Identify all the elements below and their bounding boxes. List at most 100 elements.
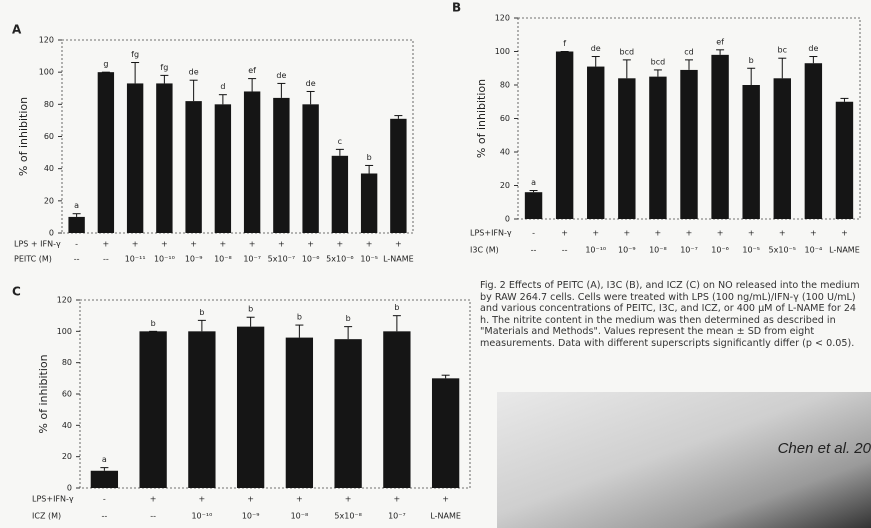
significance-letter: ef xyxy=(716,37,724,46)
significance-letter: d xyxy=(220,82,225,91)
significance-letter: b xyxy=(297,313,302,322)
treatment-label: + xyxy=(366,240,373,249)
x-tick-label: 10⁻⁹ xyxy=(618,246,636,255)
significance-letter: bc xyxy=(778,46,787,55)
significance-letter: b xyxy=(248,305,253,314)
significance-letter: cd xyxy=(684,47,693,56)
x-tick-label: 10⁻¹⁰ xyxy=(585,246,606,255)
x-tick-label: 10⁻⁸ xyxy=(214,255,232,264)
x-tick-label: -- xyxy=(562,246,568,255)
bar xyxy=(127,83,143,233)
x-tick-label: L-NAME xyxy=(383,255,414,264)
bar xyxy=(556,52,573,220)
bar xyxy=(91,471,118,488)
treatment-label: + xyxy=(561,229,568,238)
x-tick-label: 10⁻⁷ xyxy=(388,512,406,521)
treatment-label: + xyxy=(717,229,724,238)
bar xyxy=(774,78,791,219)
y-tick-label: 100 xyxy=(57,327,72,336)
bar xyxy=(188,331,215,488)
treatment-label: + xyxy=(686,229,693,238)
x-tick-label: 10⁻⁹ xyxy=(185,255,203,264)
significance-letter: de xyxy=(591,44,601,53)
treatment-label: + xyxy=(779,229,786,238)
bar xyxy=(587,67,604,219)
bar xyxy=(139,331,166,488)
bar xyxy=(649,77,666,219)
bar xyxy=(836,102,853,219)
treatment-label: + xyxy=(592,229,599,238)
treatment-label: - xyxy=(103,495,106,504)
row-label: PEITC (M) xyxy=(14,255,52,264)
y-tick-label: 20 xyxy=(500,181,510,190)
bar xyxy=(68,217,84,233)
row-label: LPS+IFN-γ xyxy=(470,229,512,238)
bar xyxy=(680,70,697,219)
y-tick-label: 40 xyxy=(44,164,54,173)
plot-frame xyxy=(62,40,413,233)
treatment-label: + xyxy=(394,495,401,504)
x-tick-label: L-NAME xyxy=(829,246,860,255)
significance-letter: c xyxy=(338,137,342,146)
significance-letter: b xyxy=(151,319,156,328)
treatment-label: + xyxy=(442,495,449,504)
x-tick-label: 10⁻⁷ xyxy=(680,246,698,255)
treatment-label: + xyxy=(247,495,254,504)
treatment-label: + xyxy=(161,240,168,249)
treatment-label: + xyxy=(296,495,303,504)
significance-letter: de xyxy=(189,68,199,77)
x-tick-label: -- xyxy=(74,255,80,264)
bar xyxy=(286,338,313,488)
significance-letter: b xyxy=(749,56,754,65)
significance-letter: f xyxy=(563,39,566,48)
x-tick-label: 5x10⁻⁵ xyxy=(769,246,796,255)
treatment-label: + xyxy=(841,229,848,238)
x-tick-label: 10⁻⁸ xyxy=(649,246,667,255)
bar xyxy=(432,378,459,488)
panel-label: A xyxy=(12,23,22,37)
treatment-label: + xyxy=(190,240,197,249)
treatment-label: + xyxy=(132,240,139,249)
y-tick-label: 80 xyxy=(500,81,510,90)
y-tick-label: 20 xyxy=(62,452,72,461)
x-tick-label: -- xyxy=(531,246,537,255)
panel-label: C xyxy=(12,285,21,299)
plot-frame xyxy=(80,300,470,488)
y-tick-label: 60 xyxy=(500,114,510,123)
significance-letter: fg xyxy=(160,63,168,72)
treatment-label: + xyxy=(278,240,285,249)
treatment-label: + xyxy=(810,229,817,238)
significance-letter: g xyxy=(103,60,108,69)
photo-text: Chen et al. 20 xyxy=(778,440,871,457)
treatment-label: + xyxy=(150,495,157,504)
significance-letter: b xyxy=(394,303,399,312)
x-tick-label: -- xyxy=(150,512,156,521)
y-axis-label: % of inhibition xyxy=(17,97,30,176)
row-label: LPS + IFN-γ xyxy=(14,240,61,249)
x-tick-label: 10⁻⁸ xyxy=(291,512,309,521)
photo: Chen et al. 20 xyxy=(497,392,871,528)
bar xyxy=(711,55,728,219)
y-tick-label: 40 xyxy=(62,421,72,430)
x-tick-label: L-NAME xyxy=(430,512,461,521)
x-tick-label: 10⁻¹¹ xyxy=(125,255,146,264)
x-tick-label: 10⁻¹⁰ xyxy=(191,512,212,521)
x-tick-label: 10⁻⁶ xyxy=(302,255,320,264)
x-tick-label: 5x10⁻⁸ xyxy=(334,512,361,521)
x-tick-label: 5x10⁻⁶ xyxy=(326,255,353,264)
y-tick-label: 100 xyxy=(495,47,510,56)
bar xyxy=(618,78,635,219)
significance-letter: a xyxy=(102,455,107,464)
significance-letter: b xyxy=(199,308,204,317)
x-tick-label: 10⁻¹⁰ xyxy=(154,255,175,264)
significance-letter: de xyxy=(306,79,316,88)
treatment-label: - xyxy=(532,229,535,238)
x-tick-label: 10⁻⁴ xyxy=(805,246,823,255)
significance-letter: fg xyxy=(131,50,139,59)
treatment-label: + xyxy=(220,240,227,249)
row-label: ICZ (M) xyxy=(32,512,61,521)
treatment-label: + xyxy=(623,229,630,238)
bar xyxy=(156,83,172,233)
bar xyxy=(390,119,406,233)
x-tick-label: 10⁻⁶ xyxy=(711,246,729,255)
